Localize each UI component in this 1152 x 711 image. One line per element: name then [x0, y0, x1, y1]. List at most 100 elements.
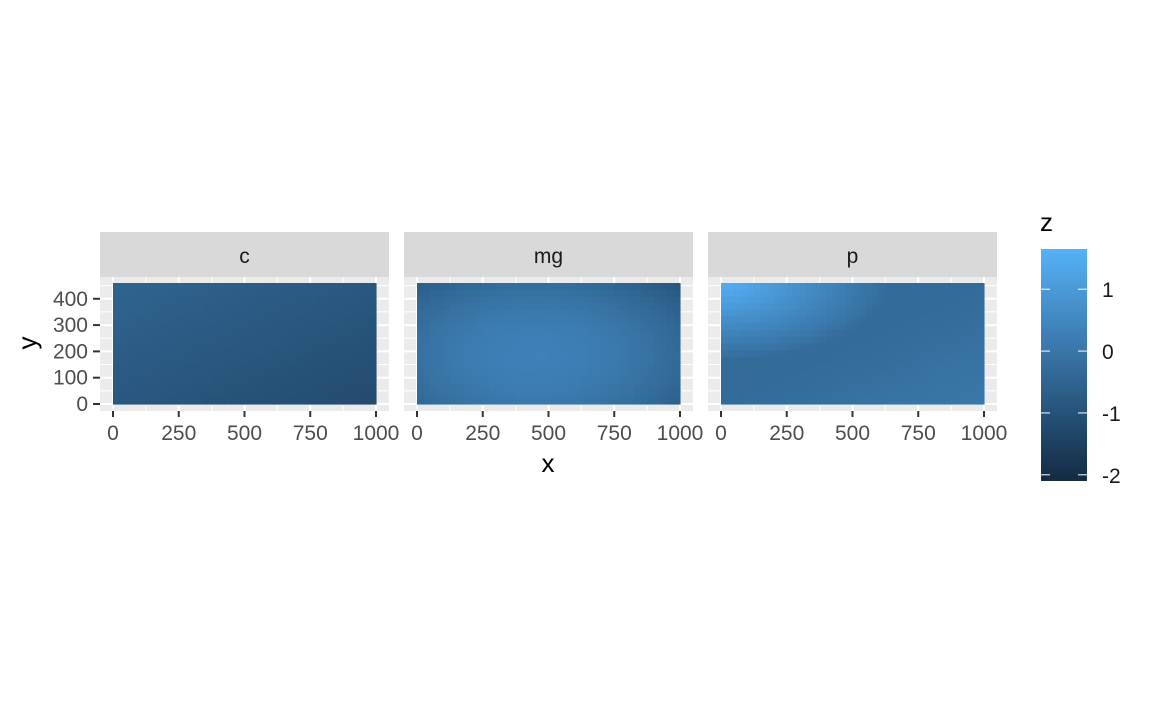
heat-tile — [793, 377, 801, 385]
heat-tile — [614, 309, 622, 318]
heat-tile — [581, 343, 589, 351]
heat-tile — [436, 309, 444, 318]
heat-tile — [734, 309, 742, 318]
heat-tile — [747, 390, 755, 398]
heat-tile — [191, 303, 200, 311]
heat-tile — [218, 303, 226, 311]
heat-tile — [799, 397, 808, 405]
heat-tile — [799, 309, 808, 318]
heat-tile — [165, 289, 173, 298]
heat-tile — [944, 336, 952, 345]
heat-tile — [937, 336, 946, 345]
heat-tile — [541, 343, 550, 351]
heat-tile — [224, 397, 232, 405]
heat-tile — [977, 390, 985, 398]
heat-tile — [463, 397, 471, 405]
heat-tile — [806, 316, 814, 324]
heat-tile — [528, 323, 536, 331]
heat-tile — [747, 336, 755, 345]
heat-tile — [813, 397, 821, 405]
heat-tile — [502, 323, 510, 331]
heat-tile — [443, 383, 451, 392]
heat-tile — [832, 350, 840, 358]
heat-tile — [423, 397, 431, 405]
heat-tile — [522, 289, 530, 298]
heat-tile — [139, 390, 147, 398]
heat-tile — [323, 383, 331, 392]
heat-tile — [951, 343, 959, 351]
heat-tile — [297, 296, 305, 304]
heat-tile — [721, 309, 729, 318]
heat-tile — [502, 370, 510, 378]
heat-tile — [356, 283, 364, 291]
heat-tile — [178, 363, 186, 371]
heat-tile — [647, 303, 655, 311]
heat-tile — [931, 309, 939, 318]
heat-tile — [336, 330, 344, 338]
heat-tile — [362, 343, 371, 351]
heat-tile — [607, 336, 615, 345]
heat-tile — [528, 309, 536, 318]
heat-tile — [640, 296, 648, 304]
heat-tile — [185, 309, 193, 318]
heat-tile — [574, 363, 582, 371]
heat-tile — [515, 370, 523, 378]
heat-tile — [476, 343, 484, 351]
heat-tile — [951, 383, 959, 392]
heat-tile — [721, 383, 729, 392]
heat-tile — [113, 363, 121, 371]
heat-tile — [303, 363, 311, 371]
facet-strip — [708, 232, 997, 277]
heat-tile — [878, 316, 886, 324]
heat-tile — [362, 283, 371, 291]
heat-tile — [813, 390, 821, 398]
heat-tile — [767, 289, 775, 298]
heat-tile — [865, 330, 873, 338]
heat-tile — [336, 377, 344, 385]
heat-tile — [647, 330, 655, 338]
heat-tile — [113, 370, 121, 378]
y-tick-label: 200 — [53, 340, 88, 363]
heat-tile — [303, 316, 311, 324]
heat-tile — [362, 350, 371, 358]
heat-tile — [224, 296, 232, 304]
heat-tile — [905, 296, 913, 304]
heat-tile — [773, 323, 781, 331]
heat-tile — [568, 390, 576, 398]
heat-tile — [878, 343, 886, 351]
facet-strip — [404, 232, 693, 277]
heat-tile — [159, 390, 167, 398]
heat-tile — [119, 383, 127, 392]
heat-tile — [329, 316, 338, 324]
heat-tile — [951, 289, 959, 298]
heat-tile — [918, 289, 926, 298]
heat-tile — [336, 296, 344, 304]
heat-tile — [760, 383, 768, 392]
heat-tile — [614, 397, 622, 405]
legend-tick-label: 1 — [1102, 279, 1114, 302]
heat-tile — [417, 309, 425, 318]
heat-tile — [329, 356, 338, 365]
heat-tile — [633, 296, 642, 304]
heat-tile — [443, 377, 451, 385]
heat-tile — [218, 383, 226, 392]
heat-tile — [727, 289, 735, 298]
heat-tile — [872, 316, 880, 324]
heat-tile — [548, 289, 556, 298]
heat-tile — [329, 370, 338, 378]
heat-tile — [290, 336, 298, 345]
heat-tile — [349, 383, 357, 392]
heat-tile — [535, 309, 543, 318]
heat-tile — [323, 390, 331, 398]
heat-tile — [329, 363, 338, 371]
heat-tile — [740, 383, 748, 392]
heat-tile — [581, 377, 589, 385]
x-axis-c: 0 250 500 750 1000 — [107, 411, 399, 445]
heat-tile — [218, 390, 226, 398]
heat-tile — [417, 356, 425, 365]
heat-tile — [449, 343, 458, 351]
heat-tile — [753, 383, 762, 392]
heat-tile — [159, 289, 167, 298]
heat-tile — [463, 390, 471, 398]
heat-tile — [369, 316, 377, 324]
